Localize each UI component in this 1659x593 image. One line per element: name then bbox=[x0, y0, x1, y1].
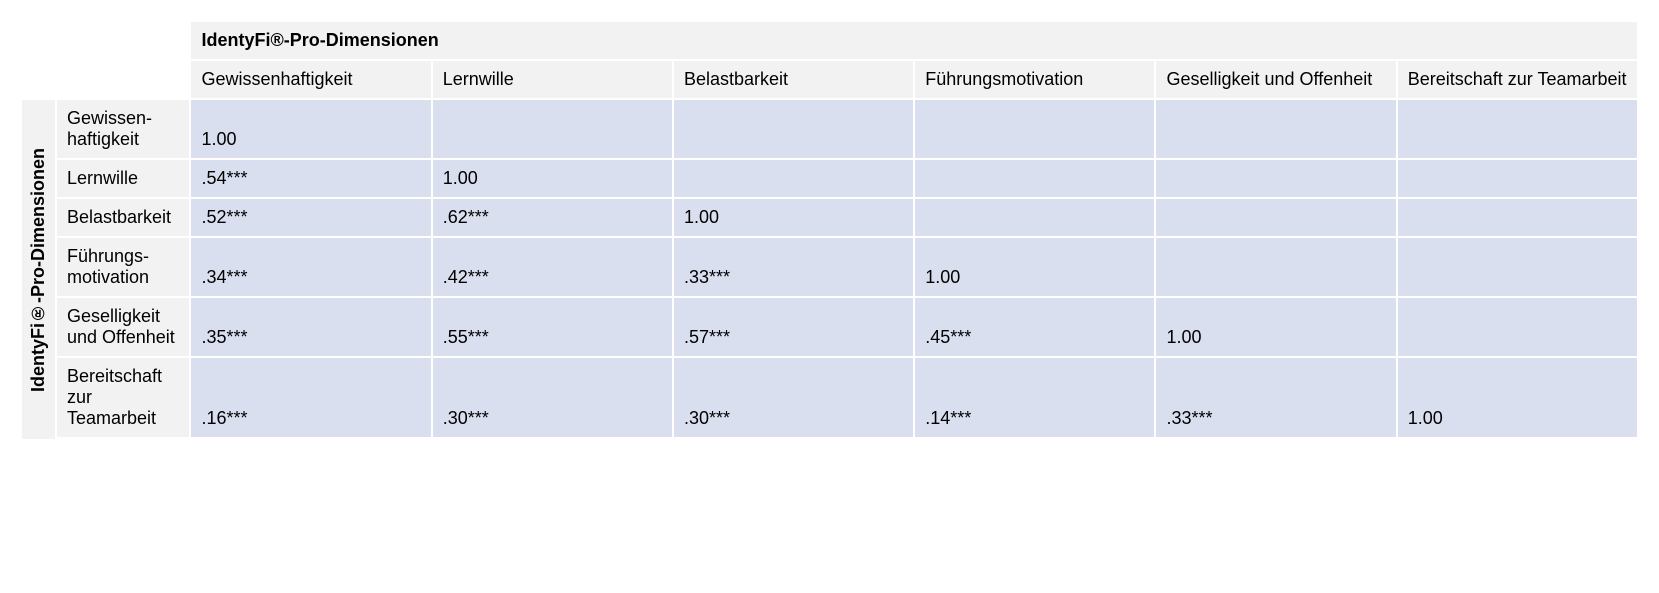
cell: .55*** bbox=[432, 297, 673, 357]
cell: 1.00 bbox=[432, 159, 673, 198]
col-head: Gewissenhaftigkeit bbox=[190, 60, 431, 99]
cell bbox=[1397, 237, 1638, 297]
corner-spacer bbox=[56, 60, 190, 99]
cell: .42*** bbox=[432, 237, 673, 297]
row-head: Gewissen-haftigkeit bbox=[56, 99, 190, 159]
col-head: Führungsmotivation bbox=[914, 60, 1155, 99]
cell: .16*** bbox=[190, 357, 431, 438]
cell: .14*** bbox=[914, 357, 1155, 438]
correlation-table-wrap: IdentyFi®-Pro-Dimensionen IdentyFi®-Pro-… bbox=[20, 20, 1639, 439]
top-group-title: IdentyFi®-Pro-Dimensionen bbox=[190, 21, 1638, 60]
cell bbox=[1397, 198, 1638, 237]
cell bbox=[1155, 198, 1396, 237]
table-row: Gewissen-haftigkeit 1.00 bbox=[56, 99, 1638, 159]
cell bbox=[1397, 297, 1638, 357]
cell: .62*** bbox=[432, 198, 673, 237]
col-head: Geselligkeit und Offenheit bbox=[1155, 60, 1396, 99]
cell bbox=[1155, 159, 1396, 198]
cell: 1.00 bbox=[673, 198, 914, 237]
cell: 1.00 bbox=[914, 237, 1155, 297]
cell bbox=[914, 99, 1155, 159]
row-head: Lernwille bbox=[56, 159, 190, 198]
cell bbox=[673, 99, 914, 159]
cell: 1.00 bbox=[190, 99, 431, 159]
cell: .30*** bbox=[673, 357, 914, 438]
cell: 1.00 bbox=[1155, 297, 1396, 357]
cell: .45*** bbox=[914, 297, 1155, 357]
cell: .35*** bbox=[190, 297, 431, 357]
table-row: Lernwille .54*** 1.00 bbox=[56, 159, 1638, 198]
cell bbox=[1397, 99, 1638, 159]
row-head: Geselligkeit und Offenheit bbox=[56, 297, 190, 357]
cell: .52*** bbox=[190, 198, 431, 237]
row-head: Bereitschaft zur Teamarbeit bbox=[56, 357, 190, 438]
col-head: Lernwille bbox=[432, 60, 673, 99]
cell bbox=[1397, 159, 1638, 198]
correlation-table: IdentyFi®-Pro-Dimensionen Gewissenhaftig… bbox=[55, 20, 1639, 439]
side-group-title: IdentyFi®-Pro-Dimensionen bbox=[20, 100, 55, 439]
cell: .34*** bbox=[190, 237, 431, 297]
table-row: Bereitschaft zur Teamarbeit .16*** .30**… bbox=[56, 357, 1638, 438]
row-head: Führungs-motivation bbox=[56, 237, 190, 297]
col-head: Belastbarkeit bbox=[673, 60, 914, 99]
cell: 1.00 bbox=[1397, 357, 1638, 438]
table-row: Führungs-motivation .34*** .42*** .33***… bbox=[56, 237, 1638, 297]
table-row: Belastbarkeit .52*** .62*** 1.00 bbox=[56, 198, 1638, 237]
cell bbox=[914, 198, 1155, 237]
cell: .57*** bbox=[673, 297, 914, 357]
cell: .30*** bbox=[432, 357, 673, 438]
col-head: Bereitschaft zur Teamarbeit bbox=[1397, 60, 1638, 99]
cell: .33*** bbox=[1155, 357, 1396, 438]
cell: .33*** bbox=[673, 237, 914, 297]
cell bbox=[673, 159, 914, 198]
cell bbox=[1155, 237, 1396, 297]
corner-spacer bbox=[56, 21, 190, 60]
cell bbox=[914, 159, 1155, 198]
cell bbox=[432, 99, 673, 159]
cell bbox=[1155, 99, 1396, 159]
cell: .54*** bbox=[190, 159, 431, 198]
table-row: Geselligkeit und Offenheit .35*** .55***… bbox=[56, 297, 1638, 357]
row-head: Belastbarkeit bbox=[56, 198, 190, 237]
